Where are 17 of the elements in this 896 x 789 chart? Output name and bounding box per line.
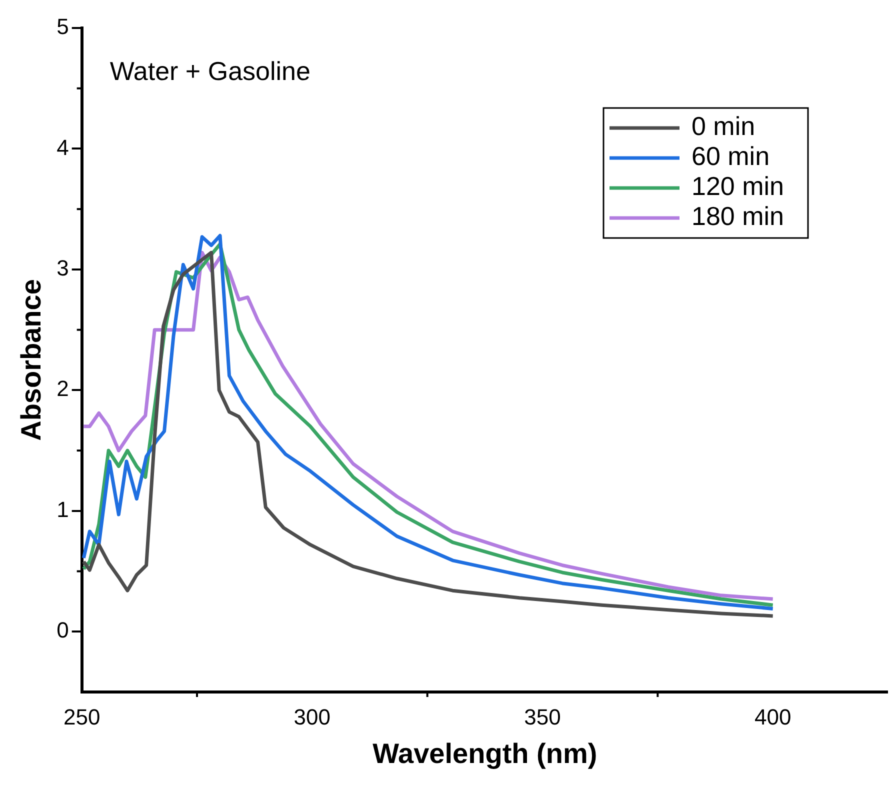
y-axis-title: Absorbance bbox=[16, 279, 47, 441]
y-tick-label: 1 bbox=[56, 496, 69, 522]
x-tick-label: 250 bbox=[63, 704, 100, 730]
legend-label: 0 min bbox=[692, 111, 756, 142]
y-tick-label: 5 bbox=[56, 14, 69, 40]
y-tick-label: 0 bbox=[56, 618, 69, 643]
legend-label: 180 min bbox=[692, 201, 784, 232]
x-tick-label: 400 bbox=[754, 704, 792, 730]
legend-label: 120 min bbox=[692, 171, 784, 202]
y-tick-label: 4 bbox=[56, 134, 69, 160]
y-tick-label: 2 bbox=[56, 376, 69, 402]
x-tick-label: 300 bbox=[294, 704, 331, 730]
y-tick-label: 3 bbox=[56, 256, 69, 281]
legend-label: 60 min bbox=[692, 141, 770, 172]
annotation: Water + Gasoline bbox=[110, 56, 310, 86]
x-tick-label: 350 bbox=[524, 704, 561, 730]
x-axis-title: Wavelength (nm) bbox=[372, 738, 598, 769]
